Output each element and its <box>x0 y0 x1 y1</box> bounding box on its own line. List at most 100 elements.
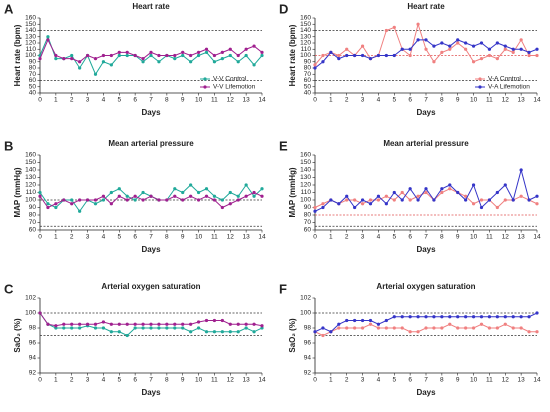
data-point <box>173 187 177 191</box>
data-point <box>448 187 452 191</box>
data-point <box>109 190 113 195</box>
data-point <box>384 202 388 206</box>
data-point <box>416 315 420 319</box>
data-point <box>408 47 412 51</box>
data-point <box>471 326 476 330</box>
x-tick-label: 4 <box>377 97 381 104</box>
data-point <box>353 318 357 323</box>
x-tick-label: 10 <box>195 97 203 104</box>
data-point <box>464 47 468 51</box>
data-point <box>141 190 145 195</box>
data-point <box>141 57 145 61</box>
data-point <box>503 44 507 48</box>
data-point <box>228 322 232 326</box>
data-point <box>353 53 357 58</box>
data-point <box>149 322 153 326</box>
data-point <box>173 326 177 330</box>
data-point <box>252 194 256 198</box>
y-tick-label: 120 <box>300 40 311 47</box>
y-tick-label: 100 <box>25 197 36 204</box>
data-point <box>189 183 193 187</box>
data-point <box>196 50 201 54</box>
data-point <box>527 315 531 319</box>
data-point <box>228 190 232 195</box>
y-tick-label: 70 <box>29 219 37 226</box>
data-point <box>329 50 333 54</box>
data-point <box>109 322 113 326</box>
y-tick-label: 130 <box>300 33 311 40</box>
x-tick-label: 1 <box>329 377 333 384</box>
chart-title: Mean arterial pressure <box>383 139 469 148</box>
data-point <box>109 330 113 334</box>
y-tick-label: 130 <box>300 174 311 181</box>
data-point <box>384 326 388 330</box>
data-point <box>432 44 436 48</box>
x-tick-label: 8 <box>440 234 444 241</box>
data-point <box>189 194 193 198</box>
data-point <box>456 326 460 330</box>
data-point <box>337 57 341 61</box>
data-point <box>440 50 444 54</box>
data-point <box>244 53 248 58</box>
x-tick-label: 4 <box>377 377 381 384</box>
data-point <box>448 322 452 326</box>
data-point <box>244 47 248 51</box>
data-point <box>236 330 240 334</box>
data-point <box>329 198 333 202</box>
y-tick-label: 40 <box>304 90 312 97</box>
x-tick-label: 11 <box>211 377 218 384</box>
data-point <box>511 315 515 319</box>
x-axis-label: Days <box>416 108 436 117</box>
data-point <box>252 322 256 326</box>
data-point <box>62 322 66 326</box>
data-point <box>360 53 365 58</box>
data-point <box>456 41 460 45</box>
data-point <box>38 194 42 198</box>
data-point <box>196 190 201 195</box>
x-tick-label: 1 <box>329 234 333 241</box>
data-point <box>495 57 499 61</box>
data-point <box>440 315 444 319</box>
x-tick-label: 0 <box>38 234 42 241</box>
data-point <box>244 194 248 198</box>
data-point <box>464 326 468 330</box>
x-tick-label: 11 <box>211 97 218 104</box>
data-point <box>78 209 82 213</box>
y-tick-label: 80 <box>29 212 37 219</box>
data-point <box>252 190 256 195</box>
data-point <box>133 326 137 330</box>
data-point <box>46 205 50 210</box>
x-axis-label: Days <box>416 388 436 397</box>
x-tick-label: 4 <box>102 234 106 241</box>
data-point <box>196 320 201 324</box>
y-tick-label: 140 <box>300 167 311 174</box>
data-point <box>432 60 436 64</box>
data-point <box>173 53 177 58</box>
data-point <box>456 190 460 195</box>
data-point <box>360 326 365 330</box>
data-point <box>212 60 217 64</box>
x-tick-label: 3 <box>361 97 365 104</box>
data-point <box>220 205 224 210</box>
data-point <box>181 53 185 58</box>
data-point <box>384 28 388 33</box>
data-point <box>456 315 460 319</box>
data-point <box>54 324 58 328</box>
data-point <box>173 194 177 198</box>
data-point <box>495 41 499 45</box>
data-point <box>117 322 121 326</box>
data-point <box>125 198 129 202</box>
data-point <box>54 53 58 58</box>
legend-label: V-V Control <box>213 76 247 83</box>
data-point <box>85 322 90 326</box>
data-point <box>384 194 388 198</box>
data-point <box>313 63 317 67</box>
data-point <box>236 198 240 202</box>
data-point <box>535 194 539 198</box>
data-point <box>487 326 492 330</box>
data-point <box>416 198 420 202</box>
x-tick-label: 12 <box>227 234 235 241</box>
data-point <box>85 53 90 58</box>
y-tick-label: 160 <box>25 152 36 159</box>
data-point <box>117 194 121 198</box>
